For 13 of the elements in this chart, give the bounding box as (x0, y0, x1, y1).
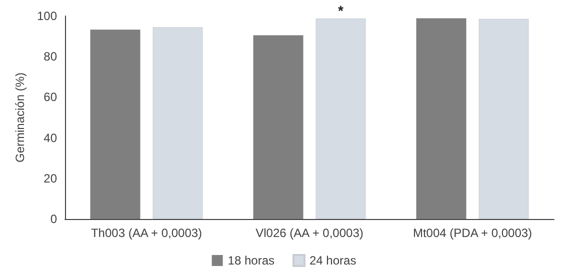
y-tick-label: 20 (44, 171, 58, 186)
legend-label: 24 horas (310, 254, 356, 268)
x-tick-label: Th003 (AA + 0,0003) (90, 226, 202, 240)
y-tick-label: 80 (44, 50, 58, 64)
legend-label: 18 horas (228, 254, 275, 268)
annotation: * (338, 2, 344, 18)
y-tick-label: 0 (50, 212, 58, 226)
y-tick-label: 100 (36, 9, 58, 23)
x-tick-label: Mt004 (PDA + 0,0003) (412, 226, 532, 240)
x-tick-label: Vl026 (AA + 0,0003) (256, 226, 364, 240)
y-axis-title: Germinación (%) (13, 72, 28, 163)
y-tick-label: 60 (44, 90, 58, 104)
y-tick-label: 40 (44, 130, 58, 145)
